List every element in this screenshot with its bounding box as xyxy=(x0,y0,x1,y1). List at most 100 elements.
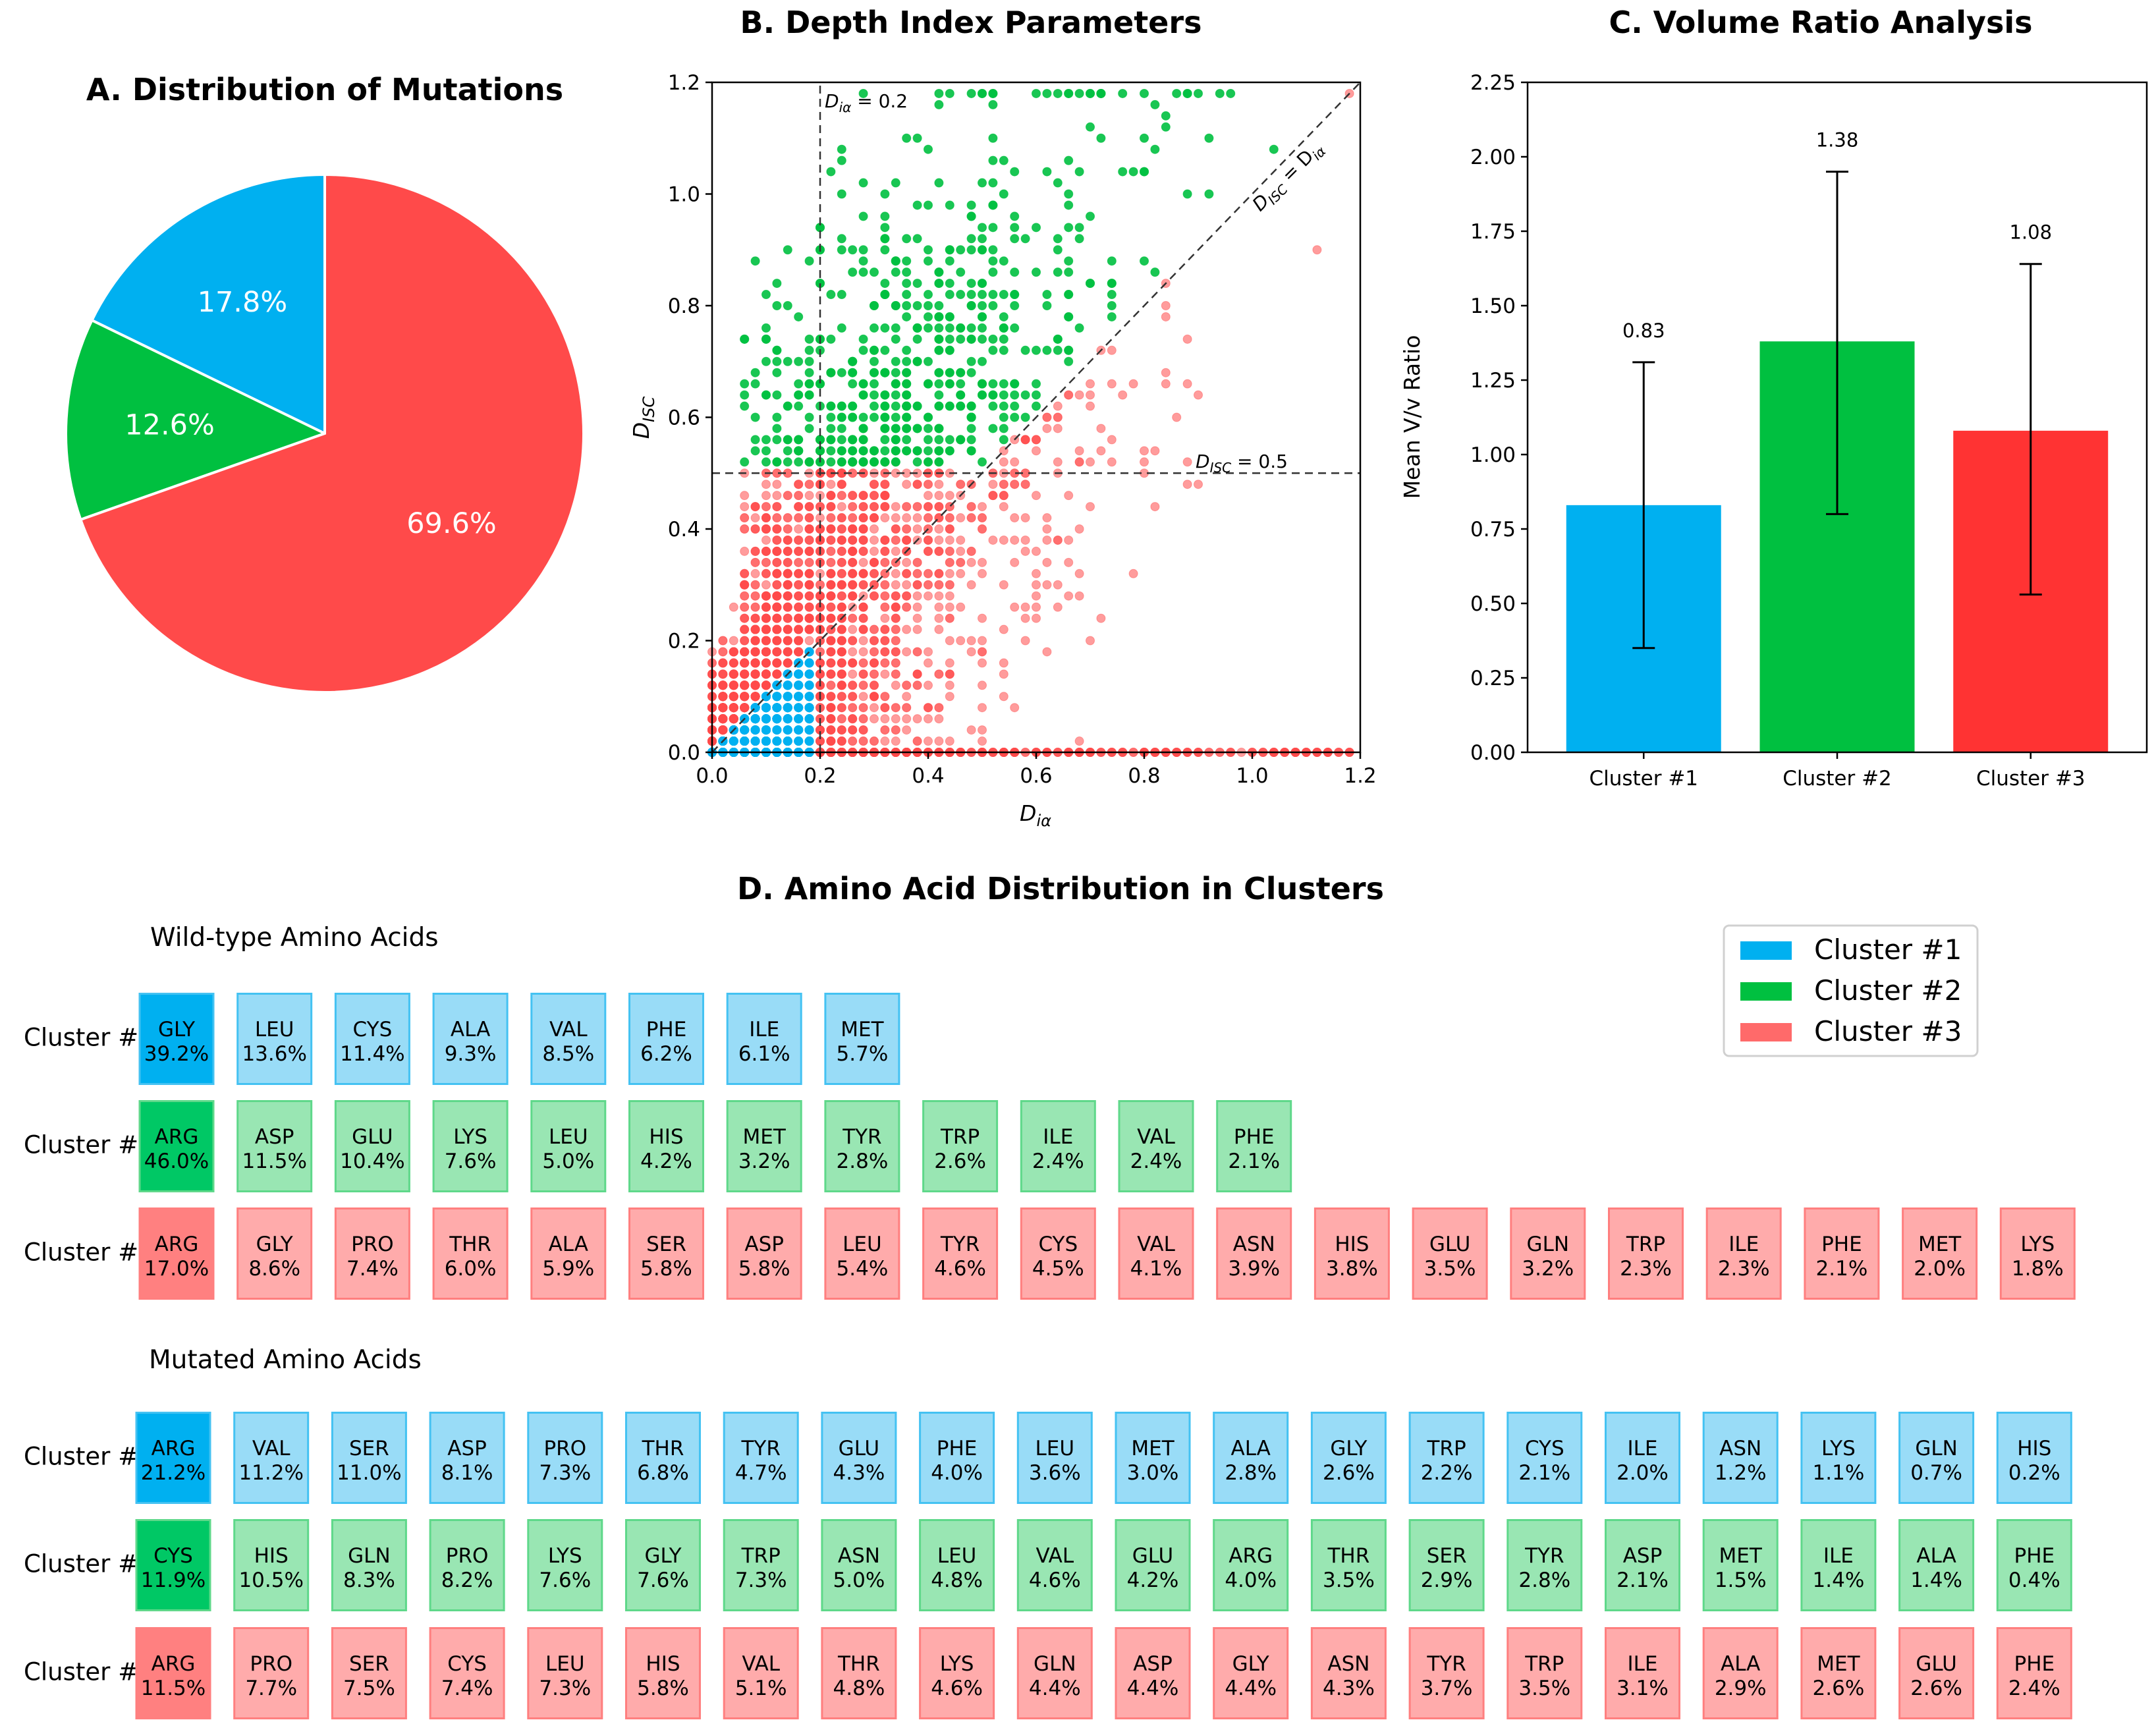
scatter-point xyxy=(945,368,954,377)
bar-value-label: 1.38 xyxy=(1816,129,1859,152)
bars: 0.83 Cluster #1 1.38 Cluster #2 1.08 Cluster … xyxy=(1566,129,2109,791)
amino-acid-name: ASN xyxy=(1233,1233,1275,1256)
scatter-point xyxy=(826,602,836,612)
scatter-point xyxy=(761,491,771,501)
amino-acid-percent: 4.4% xyxy=(1127,1677,1179,1700)
scatter-point xyxy=(772,502,782,512)
scatter-point xyxy=(794,725,804,735)
amino-acid-tile xyxy=(1115,1519,1191,1611)
scatter-point xyxy=(912,513,922,523)
scatter-point xyxy=(999,334,1009,344)
amino-acid-tile xyxy=(1506,1412,1583,1504)
scatter-point xyxy=(1020,535,1030,545)
scatter-point xyxy=(880,234,890,244)
amino-acid-name: MET xyxy=(1918,1233,1962,1256)
scatter-point xyxy=(772,624,782,634)
scatter-point xyxy=(729,658,738,668)
scatter-point xyxy=(804,680,814,690)
scatter-point xyxy=(999,345,1009,355)
scatter-point xyxy=(912,714,922,724)
scatter-point xyxy=(848,524,858,534)
amino-acid-tile xyxy=(429,1412,505,1504)
amino-acid-name: LYS xyxy=(940,1652,974,1676)
bar-axes-frame xyxy=(1526,81,2148,754)
scatter-point xyxy=(1053,412,1063,422)
amino-acid-name: LEU xyxy=(843,1233,882,1256)
scatter-point xyxy=(848,435,858,445)
scatter-point xyxy=(740,647,750,657)
scatter-point xyxy=(772,647,782,657)
amino-acid-percent: 0.4% xyxy=(2008,1568,2060,1592)
scatter-point xyxy=(902,714,912,724)
amino-acid-percent: 21.2% xyxy=(141,1461,206,1485)
scatter-point xyxy=(837,725,846,735)
scatter-point xyxy=(1042,412,1052,422)
amino-acid-tile xyxy=(334,1207,410,1300)
scatter-point xyxy=(837,368,846,377)
amino-acid-tile xyxy=(821,1412,897,1504)
scatter-point xyxy=(880,658,890,668)
amino-acid-percent: 5.9% xyxy=(542,1257,594,1281)
amino-acid-name: HIS xyxy=(646,1652,680,1676)
amino-acid-percent: 2.1% xyxy=(1228,1150,1280,1173)
scatter-point xyxy=(999,189,1009,199)
scatter-point xyxy=(956,390,966,400)
scatter-point xyxy=(1042,88,1052,98)
scatter-point xyxy=(966,356,976,366)
scatter-point xyxy=(891,725,900,735)
scatter-point xyxy=(978,613,987,623)
scatter-point xyxy=(924,703,933,713)
amino-acid-tile xyxy=(625,1519,701,1611)
scatter-point xyxy=(858,680,868,690)
scatter-point xyxy=(858,435,868,445)
scatter-point xyxy=(999,624,1009,634)
amino-acid-tile xyxy=(726,993,802,1085)
scatter-point xyxy=(891,513,900,523)
scatter-point xyxy=(1086,636,1095,646)
row-label: Cluster #1 xyxy=(24,1443,154,1471)
pie-slices xyxy=(65,173,585,694)
scatter-point xyxy=(978,513,987,523)
scatter-point xyxy=(837,546,846,556)
scatter-point xyxy=(945,591,954,601)
amino-acid-percent: 3.0% xyxy=(1127,1461,1179,1485)
amino-acid-name: LEU xyxy=(549,1125,588,1149)
scatter-point xyxy=(740,725,750,735)
scatter-point xyxy=(880,602,890,612)
scatter-point xyxy=(934,312,944,321)
scatter-point xyxy=(912,200,922,210)
scatter-point xyxy=(902,234,912,244)
scatter-point xyxy=(858,580,868,590)
scatter-point xyxy=(924,513,933,523)
amino-acid-tile xyxy=(1310,1412,1387,1504)
scatter-point xyxy=(1032,223,1041,233)
amino-acid-tile xyxy=(429,1519,505,1611)
scatter-point xyxy=(826,703,836,713)
scatter-point xyxy=(902,692,912,702)
scatter-point xyxy=(804,613,814,623)
amino-acid-percent: 8.6% xyxy=(248,1257,300,1281)
scatter-point xyxy=(804,457,814,467)
scatter-point xyxy=(794,703,804,713)
pie-label: 69.6% xyxy=(406,507,497,540)
amino-acid-name: TYR xyxy=(1426,1652,1466,1676)
scatter-point xyxy=(1107,379,1117,389)
scatter-point xyxy=(772,301,782,310)
scatter-point xyxy=(934,435,944,445)
scatter-point xyxy=(966,368,976,377)
amino-acid-percent: 8.2% xyxy=(441,1568,493,1592)
scatter-point xyxy=(761,290,771,300)
amino-acid-percent: 4.6% xyxy=(1029,1568,1081,1592)
amino-acid-name: LEU xyxy=(545,1652,585,1676)
scatter-point xyxy=(891,669,900,679)
amino-acid-name: ARG xyxy=(1229,1544,1273,1568)
scatter-point xyxy=(837,457,846,467)
scatter-point xyxy=(837,714,846,724)
scatter-point xyxy=(804,580,814,590)
scatter-point xyxy=(1074,390,1084,400)
scatter-point xyxy=(1032,580,1041,590)
scatter-point xyxy=(924,569,933,578)
scatter-point xyxy=(956,323,966,333)
scatter-point xyxy=(826,513,836,523)
